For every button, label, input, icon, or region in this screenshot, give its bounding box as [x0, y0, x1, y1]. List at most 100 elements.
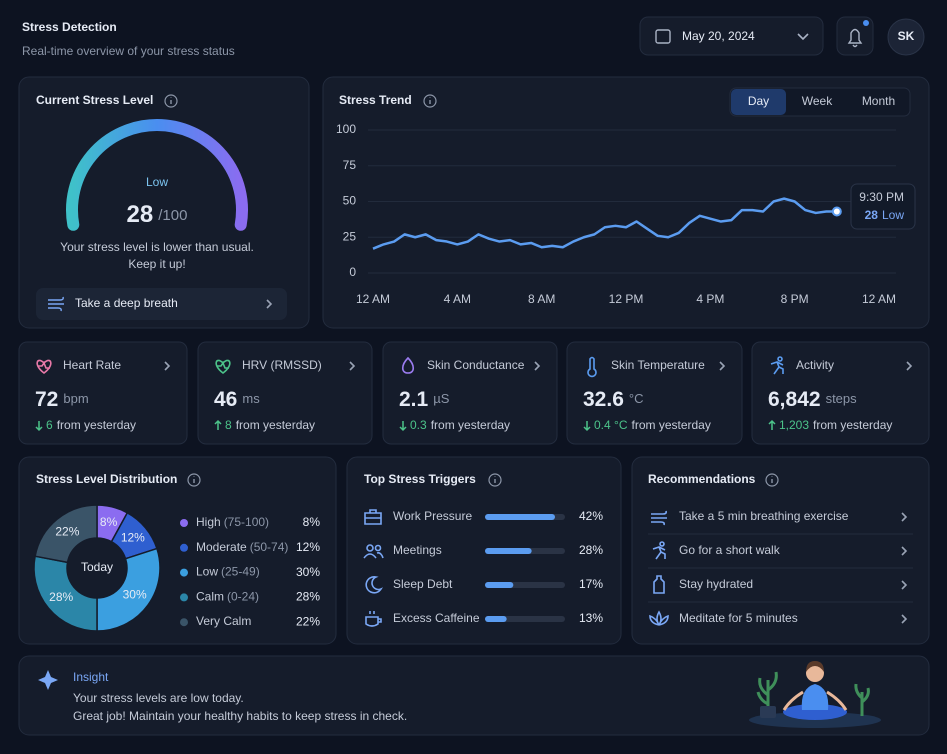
bottle-icon: [653, 575, 665, 594]
tooltip: [850, 183, 916, 230]
panel-title: Recommendations: [648, 472, 756, 486]
bar: [485, 514, 555, 520]
y-tick-label: 50: [343, 194, 357, 208]
recommendation[interactable]: Stay hydrated: [679, 577, 753, 591]
legend-label: High (75-100): [196, 515, 269, 529]
metric-card[interactable]: [197, 341, 373, 445]
therm-icon: [587, 356, 597, 378]
delta-arrow: [583, 421, 591, 432]
donut-segment: [96, 547, 161, 632]
page-subtitle: Real-time overview of your stress status: [22, 44, 235, 58]
insight-panel: [18, 655, 930, 736]
delta-arrow: [768, 419, 776, 430]
trigger-name: Work Pressure: [393, 509, 472, 523]
score-max: /100: [158, 207, 187, 224]
recommendation[interactable]: Meditate for 5 minutes: [679, 611, 798, 625]
value: 2.1: [399, 388, 429, 411]
unit: bpm: [63, 391, 88, 406]
delta-label: from yesterday: [431, 418, 510, 432]
legend-value: 12%: [296, 540, 320, 554]
stress-level: Low: [146, 175, 168, 189]
value: 72: [35, 388, 58, 411]
heart-icon: [36, 359, 52, 374]
trigger-name: Excess Caffeine: [393, 611, 480, 625]
recommendation[interactable]: Go for a short walk: [679, 543, 781, 557]
gauge-arc: [66, 119, 248, 231]
legend-dot: [180, 519, 188, 527]
button-bg[interactable]: [36, 288, 287, 320]
stress-level-panel: [18, 76, 310, 329]
breath-button[interactable]: Take a deep breath: [36, 288, 287, 320]
category: Low: [196, 565, 218, 579]
metric-card[interactable]: [382, 341, 558, 445]
chevron: [901, 580, 908, 590]
x-tick-label: 4 PM: [696, 292, 724, 306]
metric-value: 6,842 steps: [768, 388, 857, 411]
info-icon: [164, 94, 178, 108]
legend-label: Calm (0-24): [196, 590, 259, 604]
arms: [782, 690, 848, 711]
lotus-icon: [649, 610, 669, 626]
run-icon: [777, 356, 783, 362]
notifications-button[interactable]: [836, 16, 874, 56]
value: 32.6: [583, 388, 624, 411]
metric-name: Activity: [796, 358, 834, 372]
info-icon: [423, 94, 437, 108]
people-icon: [363, 552, 384, 559]
y-tick-label: 25: [343, 229, 357, 243]
date-box[interactable]: [639, 16, 824, 56]
date-picker[interactable]: May 20, 2024: [639, 16, 824, 56]
metric-card[interactable]: [18, 341, 188, 445]
score: 28: [127, 201, 154, 228]
heart-icon: [215, 359, 231, 374]
value: 6,842: [768, 388, 821, 411]
x-tick-label: 4 AM: [444, 292, 471, 306]
metric-value: 46 ms: [214, 388, 260, 411]
bar: [485, 548, 532, 554]
unit: µS: [433, 391, 449, 406]
legend-value: 30%: [296, 565, 320, 579]
delta-label: from yesterday: [57, 418, 136, 432]
metric-card[interactable]: [566, 341, 743, 445]
trend-panel: [322, 76, 930, 329]
sparkle-icon: [38, 670, 58, 690]
metric-card[interactable]: [751, 341, 930, 445]
cup-icon: [365, 611, 382, 627]
category: Moderate: [196, 540, 247, 554]
chevron: [349, 361, 356, 371]
date[interactable]: May 20, 2024: [682, 29, 755, 43]
chevron: [906, 361, 913, 371]
drop-icon: [401, 356, 415, 374]
recommendation[interactable]: Take a 5 min breathing exercise: [679, 509, 849, 523]
legend-label: Moderate (50-74): [196, 540, 288, 554]
legend-dot: [180, 543, 188, 552]
tab[interactable]: [731, 89, 786, 115]
x-tick-label: 12 AM: [356, 292, 390, 306]
metric-delta: 0.3 from yesterday: [410, 418, 510, 432]
stress-message: Your stress level is lower than usual.: [60, 240, 254, 254]
body: [801, 684, 829, 710]
pot: [760, 706, 776, 718]
unit: °C: [629, 391, 644, 406]
delta-arrow: [35, 421, 43, 432]
metric-delta: 6 from yesterday: [46, 418, 136, 432]
case-icon: [364, 509, 382, 525]
wind-icon: [651, 510, 667, 526]
legend-value: 8%: [303, 515, 321, 529]
tab-label[interactable]: Month: [862, 94, 895, 108]
button-label[interactable]: Take a deep breath: [75, 296, 178, 310]
tooltip-value: 28 Low: [865, 208, 905, 222]
stress-score: 28/100: [127, 201, 188, 228]
donut-segment: [33, 555, 98, 632]
unit: steps: [826, 391, 858, 406]
tab-label[interactable]: Day: [748, 94, 769, 108]
bell-icon: [847, 28, 863, 48]
bar-label: 42%: [579, 509, 603, 523]
tab-label[interactable]: Week: [802, 94, 833, 108]
chevron: [901, 614, 908, 624]
metric-value: 32.6 °C: [583, 388, 643, 411]
run-icon: [659, 541, 665, 547]
plant: [756, 671, 778, 716]
avatar[interactable]: [887, 18, 925, 56]
